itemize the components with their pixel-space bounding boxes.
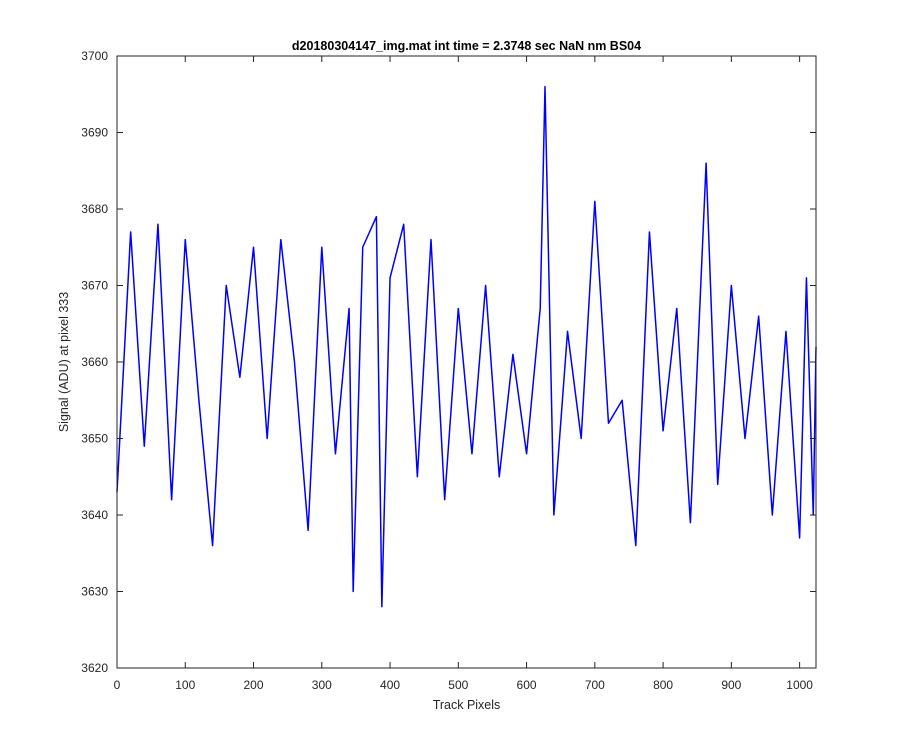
x-tick-label: 0 bbox=[114, 678, 121, 692]
y-tick-label: 3660 bbox=[81, 355, 108, 369]
y-tick-label: 3620 bbox=[81, 661, 108, 675]
y-tick-label: 3690 bbox=[81, 126, 108, 140]
y-axis: 3620 3630 3640 3650 3660 3670 3680 3690 3700 bbox=[81, 49, 816, 675]
y-axis-label: Signal (ADU) at pixel 333 bbox=[57, 292, 71, 432]
series-layer bbox=[116, 85, 817, 608]
x-tick-label: 700 bbox=[585, 678, 605, 692]
x-axis-label: Track Pixels bbox=[433, 698, 501, 712]
y-tick-label: 3700 bbox=[81, 49, 108, 63]
chart-title: d20180304147_img.mat int time = 2.3748 s… bbox=[292, 39, 641, 53]
x-tick-label: 1000 bbox=[786, 678, 813, 692]
y-tick-label: 3640 bbox=[81, 508, 108, 522]
x-tick-label: 800 bbox=[653, 678, 673, 692]
y-tick-label: 3630 bbox=[81, 585, 108, 599]
y-tick-label: 3670 bbox=[81, 279, 108, 293]
x-tick-label: 300 bbox=[312, 678, 332, 692]
x-tick-label: 200 bbox=[244, 678, 264, 692]
x-axis: 0 100 200 300 400 500 600 700 800 900 1000 bbox=[114, 56, 813, 692]
x-tick-label: 500 bbox=[448, 678, 468, 692]
series-line-0 bbox=[116, 85, 817, 608]
y-tick-label: 3680 bbox=[81, 202, 108, 216]
x-tick-label: 600 bbox=[517, 678, 537, 692]
x-tick-label: 900 bbox=[721, 678, 741, 692]
y-tick-label: 3650 bbox=[81, 432, 108, 446]
x-tick-label: 100 bbox=[175, 678, 195, 692]
x-tick-label: 400 bbox=[380, 678, 400, 692]
plot-background bbox=[117, 56, 816, 668]
